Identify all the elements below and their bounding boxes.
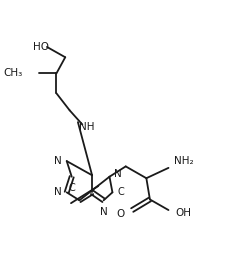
- Text: NH: NH: [79, 122, 94, 133]
- Text: N: N: [113, 169, 121, 179]
- Text: C: C: [117, 187, 124, 197]
- Text: N: N: [53, 156, 61, 166]
- Text: N: N: [53, 187, 61, 197]
- Text: HO: HO: [33, 42, 49, 52]
- Text: CH₃: CH₃: [4, 68, 23, 79]
- Text: NH₂: NH₂: [173, 156, 193, 166]
- Text: O: O: [116, 209, 125, 219]
- Text: C: C: [68, 183, 75, 193]
- Text: N: N: [99, 207, 107, 217]
- Text: OH: OH: [175, 208, 191, 218]
